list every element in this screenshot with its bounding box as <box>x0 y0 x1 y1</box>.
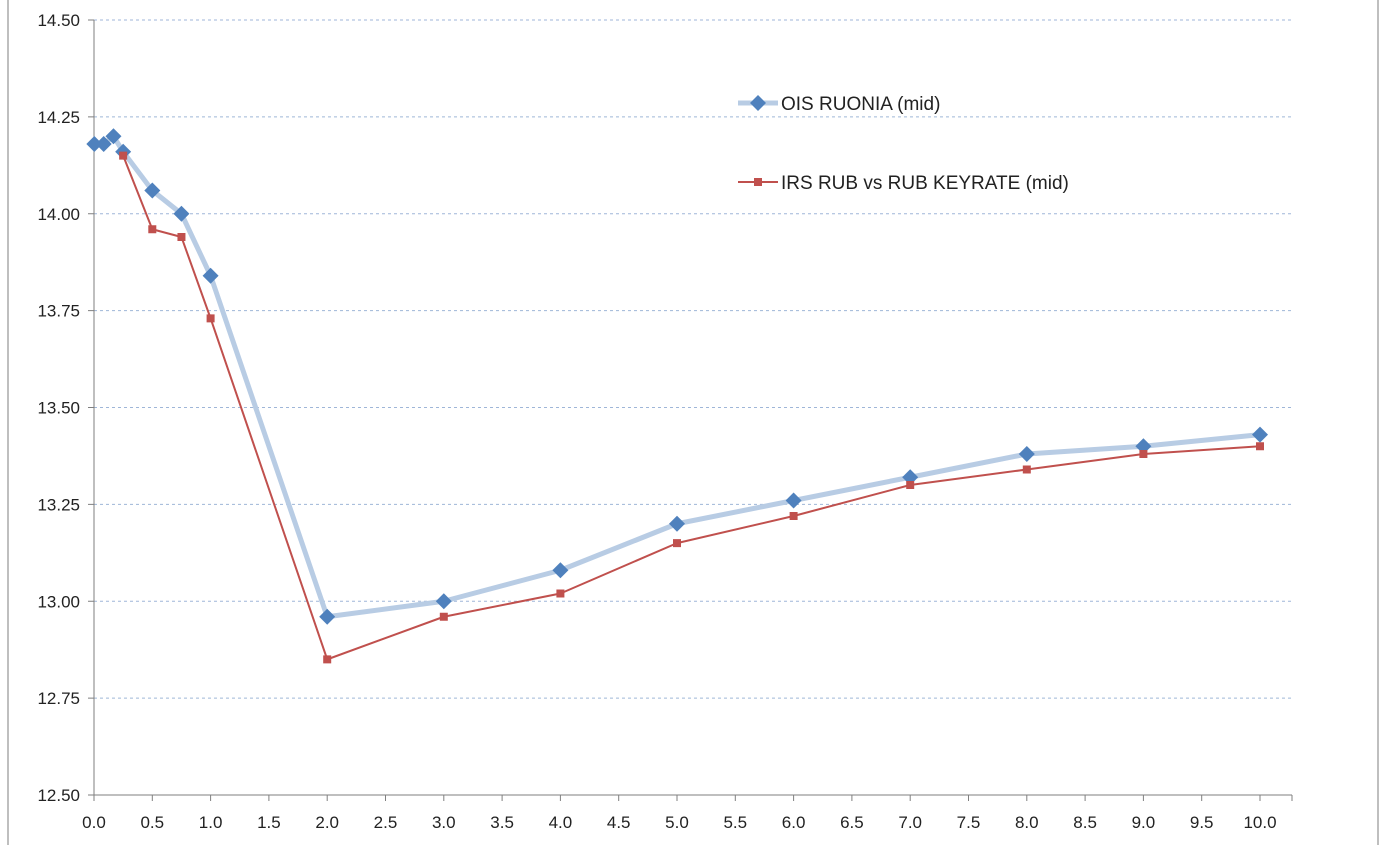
axes: 12.50 12.75 13.00 13.25 13.50 13.75 14.00 14.25… <box>37 11 1293 832</box>
data-point-marker <box>105 128 122 145</box>
x-tick-label: 6.0 <box>782 813 806 832</box>
plot-area <box>86 128 1268 664</box>
y-tick-label: 14.25 <box>37 108 80 127</box>
y-tick-label: 12.50 <box>37 786 80 805</box>
data-point-marker <box>177 233 186 241</box>
data-point-marker <box>202 267 219 284</box>
data-point-marker <box>1252 426 1268 443</box>
data-point-marker <box>86 136 103 152</box>
legend-label: OIS RUONIA (mid) <box>781 94 940 115</box>
gridlines <box>94 19 1292 699</box>
x-tick-label: 10.0 <box>1243 813 1276 832</box>
x-tick-label: 0.0 <box>82 813 106 832</box>
data-point-marker <box>144 182 161 199</box>
data-point-marker <box>1256 442 1264 451</box>
x-tick-label: 4.0 <box>549 813 573 832</box>
data-point-marker <box>173 205 190 222</box>
data-point-marker <box>552 562 569 579</box>
series-irs-rub-keyrate <box>119 151 1264 664</box>
y-tick-label: 12.75 <box>37 689 80 708</box>
data-point-marker <box>785 492 802 509</box>
x-tick-label: 6.5 <box>840 813 864 832</box>
data-point-marker <box>95 136 112 152</box>
x-tick-label: 3.5 <box>490 813 514 832</box>
data-point-marker <box>789 512 798 520</box>
data-point-marker <box>556 589 565 598</box>
x-tick-label: 5.0 <box>665 813 689 832</box>
data-point-marker <box>439 612 448 621</box>
y-tick-label: 13.75 <box>37 302 80 321</box>
data-point-marker <box>319 608 336 625</box>
x-tick-label: 8.0 <box>1015 813 1039 832</box>
x-tick-label: 7.5 <box>957 813 981 832</box>
data-point-marker <box>1018 446 1035 462</box>
data-point-marker <box>323 655 332 664</box>
x-tick-label: 8.5 <box>1073 813 1097 832</box>
legend-marker <box>750 95 766 111</box>
legend-entry: OIS RUONIA (mid) <box>738 94 940 115</box>
x-tick-label: 2.5 <box>374 813 398 832</box>
x-tick-label: 9.0 <box>1132 813 1156 832</box>
data-point-marker <box>906 481 915 489</box>
x-tick-label: 4.5 <box>607 813 631 832</box>
series-line <box>91 133 1263 620</box>
data-point-marker <box>206 314 215 323</box>
x-tick-label: 9.5 <box>1190 813 1214 832</box>
data-point-marker <box>673 539 681 548</box>
data-point-marker <box>669 515 685 532</box>
x-tick-label: 7.0 <box>898 813 922 832</box>
x-tick-label: 0.5 <box>140 813 164 832</box>
x-tick-label: 3.0 <box>432 813 456 832</box>
y-tick-label: 13.25 <box>37 495 80 514</box>
y-tick-label: 13.50 <box>37 399 80 418</box>
data-point-marker <box>1139 450 1148 458</box>
legend: OIS RUONIA (mid) IRS RUB vs RUB KEYRATE (… <box>738 94 1069 194</box>
y-tick-label: 13.00 <box>37 592 80 611</box>
legend-entry: IRS RUB vs RUB KEYRATE (mid) <box>738 173 1069 194</box>
series-ois-ruonia <box>86 128 1268 625</box>
legend-label: IRS RUB vs RUB KEYRATE (mid) <box>781 173 1069 194</box>
data-point-marker <box>1022 465 1031 474</box>
data-point-marker <box>148 225 157 234</box>
x-tick-label: 5.5 <box>723 813 747 832</box>
y-tick-label: 14.00 <box>37 205 80 224</box>
y-tick-label: 14.50 <box>37 11 80 30</box>
data-point-marker <box>435 593 452 610</box>
legend-marker <box>754 178 762 186</box>
x-tick-label: 1.5 <box>257 813 281 832</box>
data-point-marker <box>119 151 128 160</box>
x-tick-label: 2.0 <box>315 813 339 832</box>
x-tick-label: 1.0 <box>199 813 223 832</box>
